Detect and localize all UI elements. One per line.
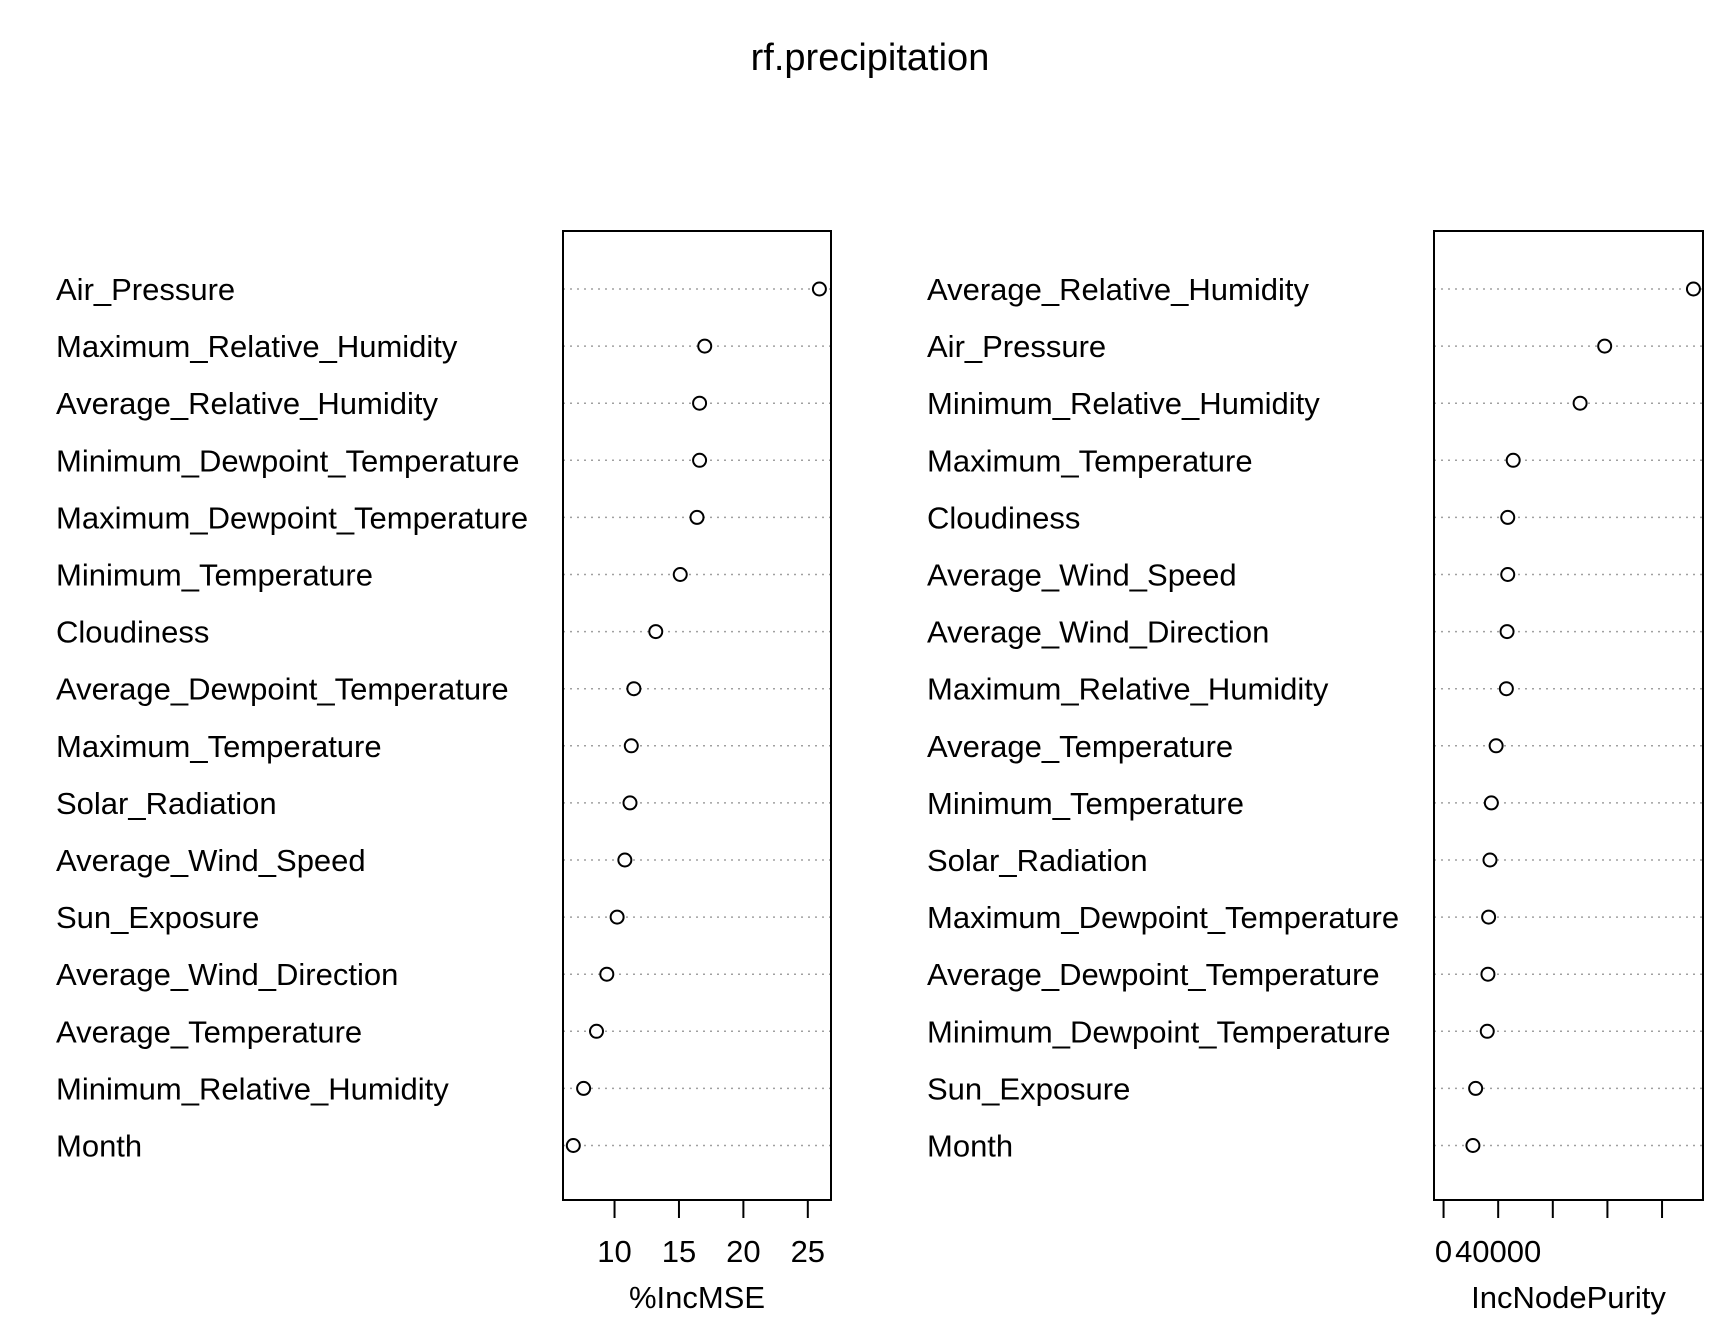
data-point [599,966,615,982]
data-point [1499,624,1515,640]
data-point [626,681,642,697]
x-tick-label: 25 [791,1234,825,1269]
data-point [589,1023,604,1039]
chart-title: rf.precipitation [751,37,990,79]
data-point [1597,338,1613,354]
category-label: Average_Wind_Direction [56,957,398,992]
data-point [692,452,708,468]
category-label: Average_Dewpoint_Temperature [927,957,1380,992]
category-label: Solar_Radiation [927,843,1148,878]
data-point [1482,852,1498,868]
data-point [689,509,705,525]
data-point [1572,395,1588,411]
category-label: Maximum_Dewpoint_Temperature [56,500,528,535]
data-point [1500,509,1516,525]
data-point [1500,567,1516,582]
x-axis-title: %IncMSE [629,1280,765,1315]
data-point [1488,738,1504,754]
panel-2: Average_Relative_Humidity Air_Pressure Min… [927,230,1704,1315]
category-label: Cloudiness [56,615,209,650]
category-label: Maximum_Temperature [56,729,382,764]
category-label: Maximum_Temperature [927,443,1253,478]
data-point [1481,909,1497,925]
plot-frame [1433,230,1704,1201]
data-point [576,1080,592,1096]
category-label: Solar_Radiation [56,786,277,821]
data-point [692,395,708,411]
data-point [609,909,625,925]
category-label: Month [56,1129,142,1164]
category-label: Sun_Exposure [927,1071,1130,1106]
x-tick-label: 15 [662,1234,696,1269]
category-label: Average_Relative_Humidity [56,386,438,421]
category-label: Maximum_Relative_Humidity [927,672,1329,707]
data-point [1468,1080,1484,1096]
data-point [1685,281,1701,297]
category-label: Average_Dewpoint_Temperature [56,672,509,707]
x-tick-label: 20 [726,1234,760,1269]
category-label: Average_Temperature [927,729,1233,764]
data-point [1465,1138,1481,1153]
data-point [697,338,713,354]
x-axis-title: IncNodePurity [1471,1280,1666,1315]
data-point [648,624,664,640]
category-label: Minimum_Relative_Humidity [56,1071,449,1106]
data-point [617,852,633,868]
category-label: Minimum_Temperature [927,786,1244,821]
category-label: Sun_Exposure [56,900,259,935]
x-tick-label: 40000 [1455,1234,1541,1269]
category-label: Average_Temperature [56,1014,362,1049]
category-label: Minimum_Dewpoint_Temperature [927,1014,1390,1049]
category-label: Air_Pressure [56,272,235,307]
category-label: Average_Wind_Speed [56,843,366,878]
category-label: Average_Wind_Speed [927,558,1237,593]
data-point [811,281,827,297]
data-point [1479,1023,1495,1039]
category-label: Average_Relative_Humidity [927,272,1309,307]
category-label: Cloudiness [927,500,1080,535]
category-label: Air_Pressure [927,329,1106,364]
data-point [1498,681,1514,697]
data-point [672,567,688,582]
category-label: Average_Wind_Direction [927,615,1269,650]
panel-1: Air_Pressure Maximum_Relative_Humidity Ave… [56,230,832,1315]
data-point [1505,452,1521,468]
data-point [1483,795,1499,811]
data-point [1480,966,1496,982]
data-point [565,1138,581,1153]
plot-frame [562,230,832,1201]
x-tick-label: 10 [597,1234,631,1269]
data-point [623,738,639,754]
data-point [622,795,638,811]
category-label: Maximum_Dewpoint_Temperature [927,900,1399,935]
x-tick-label: 0 [1435,1234,1452,1269]
category-label: Minimum_Relative_Humidity [927,386,1320,421]
category-label: Maximum_Relative_Humidity [56,329,458,364]
category-label: Minimum_Temperature [56,558,373,593]
category-label: Minimum_Dewpoint_Temperature [56,443,519,478]
category-label: Month [927,1129,1013,1164]
